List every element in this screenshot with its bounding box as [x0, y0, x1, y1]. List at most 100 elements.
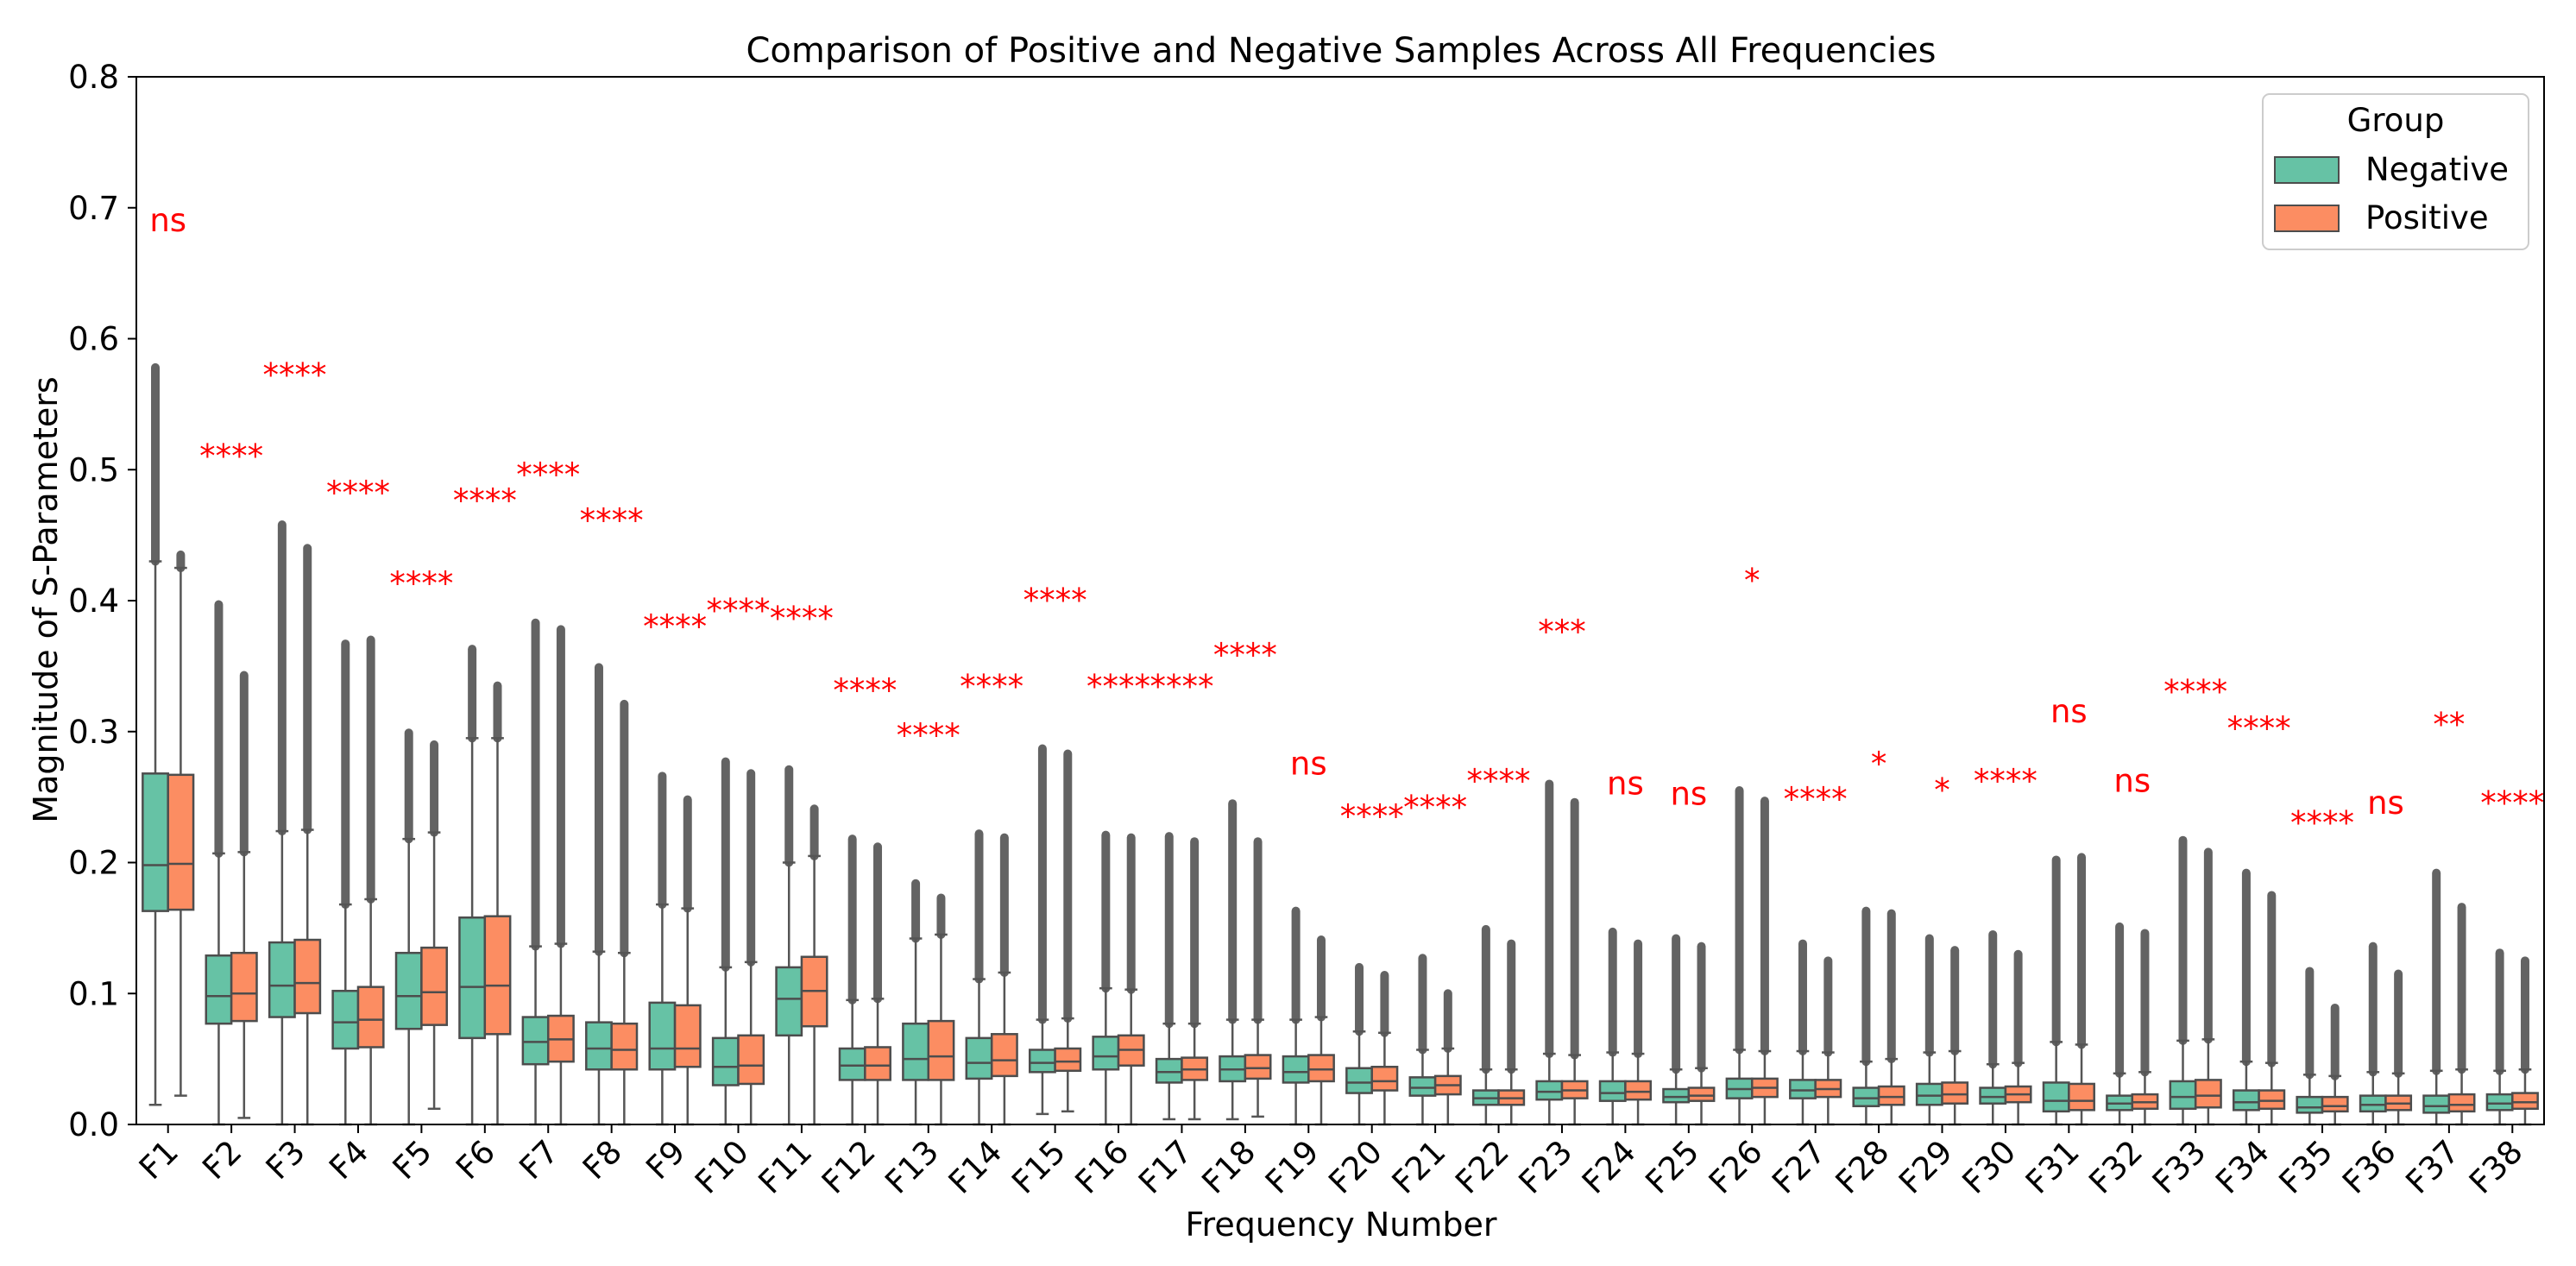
- box-body: [2296, 1095, 2324, 1114]
- box-positive-F31: [2068, 853, 2095, 1126]
- y-tick-label: 0.0: [68, 1106, 119, 1143]
- box-body: [737, 1034, 765, 1086]
- box-body: [356, 986, 385, 1049]
- box-negative-F15: [1028, 744, 1056, 1116]
- box-body: [838, 1047, 866, 1081]
- box-positive-F33: [2194, 847, 2222, 1126]
- box-negative-F22: [1471, 924, 1500, 1126]
- box-body: [864, 1046, 891, 1081]
- box-body: [420, 946, 449, 1026]
- box-body: [483, 915, 512, 1036]
- significance-annotation: *: [1744, 562, 1760, 599]
- box-body: [142, 772, 169, 912]
- box-body: [1535, 1080, 1564, 1101]
- y-tick-label: 0.6: [68, 321, 119, 358]
- box-body: [775, 966, 803, 1037]
- box-negative-F18: [1219, 799, 1247, 1121]
- box-body: [1915, 1082, 1943, 1106]
- box-negative-F21: [1408, 954, 1437, 1126]
- box-body: [711, 1036, 740, 1086]
- box-body: [902, 1022, 930, 1081]
- box-positive-F18: [1244, 837, 1272, 1118]
- box-positive-F7: [546, 625, 575, 1126]
- box-body: [2258, 1089, 2286, 1111]
- y-tick-label: 0.2: [68, 845, 119, 882]
- box-negative-F14: [965, 829, 993, 1126]
- axes-frame: [135, 76, 2545, 1125]
- box-body: [230, 951, 258, 1023]
- box-body: [1307, 1054, 1335, 1083]
- significance-annotation: ****: [833, 672, 897, 709]
- significance-annotation: ****: [580, 501, 644, 539]
- significance-annotation: ns: [2113, 762, 2151, 799]
- significance-annotation: ****: [1467, 762, 1531, 799]
- box-body: [205, 954, 233, 1025]
- box-body: [1877, 1085, 1905, 1106]
- significance-annotation: ns: [1290, 746, 1327, 783]
- significance-annotation: ****: [2163, 673, 2227, 710]
- box-negative-F32: [2106, 922, 2134, 1126]
- box-body: [268, 941, 296, 1018]
- box-body: [2422, 1094, 2451, 1114]
- box-negative-F10: [711, 757, 740, 1126]
- significance-annotation: ****: [960, 668, 1023, 705]
- significance-annotation: *: [1871, 746, 1887, 783]
- box-positive-F9: [673, 795, 702, 1126]
- box-negative-F33: [2169, 835, 2197, 1126]
- significance-annotation: ns: [2367, 784, 2404, 822]
- box-body: [2232, 1089, 2260, 1112]
- box-body: [965, 1036, 993, 1080]
- significance-annotation: ****: [389, 564, 453, 602]
- box-positive-F8: [610, 699, 639, 1126]
- box-positive-F2: [230, 671, 258, 1119]
- plot-area: 0.00.10.20.30.40.50.60.70.8F1 F2 F3 F4 F5 F6 F…: [68, 59, 2545, 1201]
- significance-annotation: ****: [770, 600, 834, 637]
- box-positive-F28: [1877, 909, 1905, 1126]
- y-tick-label: 0.1: [68, 975, 119, 1012]
- significance-annotation: ****: [453, 482, 517, 520]
- box-negative-F4: [331, 639, 360, 1126]
- box-negative-F13: [902, 879, 930, 1126]
- box-positive-F12: [864, 842, 891, 1126]
- box-body: [610, 1022, 639, 1071]
- significance-annotation: ****: [199, 438, 263, 475]
- box-negative-F29: [1915, 934, 1943, 1126]
- box-body: [2485, 1093, 2514, 1112]
- box-body: [167, 773, 195, 911]
- significance-annotation: ****: [707, 592, 771, 629]
- box-negative-F8: [585, 663, 613, 1126]
- y-tick-label: 0.5: [68, 451, 119, 488]
- box-body: [2169, 1080, 2197, 1111]
- box-negative-F2: [205, 600, 233, 1126]
- significance-annotation: ns: [2050, 693, 2088, 730]
- box-negative-F26: [1725, 786, 1754, 1126]
- box-negative-F37: [2422, 868, 2451, 1126]
- box-body: [1662, 1087, 1691, 1104]
- significance-annotation: ****: [1974, 762, 2037, 799]
- box-negative-F19: [1282, 906, 1310, 1126]
- significance-annotation: ****: [2480, 784, 2544, 822]
- box-body: [2321, 1095, 2349, 1113]
- y-tick-label: 0.3: [68, 714, 119, 751]
- significance-annotation: ****: [1149, 668, 1213, 705]
- box-body: [458, 916, 487, 1040]
- significance-annotation: ns: [1670, 776, 1707, 813]
- box-body: [585, 1021, 613, 1071]
- significance-annotation: ****: [1784, 781, 1848, 818]
- significance-annotation: ****: [643, 608, 707, 645]
- box-positive-F5: [420, 740, 449, 1111]
- significance-annotation: ****: [1086, 668, 1150, 705]
- box-positive-F32: [2131, 929, 2159, 1126]
- box-negative-F17: [1155, 832, 1183, 1121]
- chart-title: Comparison of Positive and Negative Samp…: [746, 31, 1936, 71]
- legend-swatch-positive: [2274, 205, 2340, 232]
- box-body: [1244, 1054, 1272, 1080]
- box-positive-F21: [1433, 989, 1462, 1126]
- significance-annotation: ****: [1213, 637, 1277, 674]
- box-negative-F6: [458, 645, 487, 1126]
- box-positive-F3: [293, 544, 322, 1126]
- box-negative-F31: [2042, 855, 2070, 1126]
- box-positive-F30: [2004, 949, 2032, 1126]
- box-body: [1852, 1086, 1880, 1108]
